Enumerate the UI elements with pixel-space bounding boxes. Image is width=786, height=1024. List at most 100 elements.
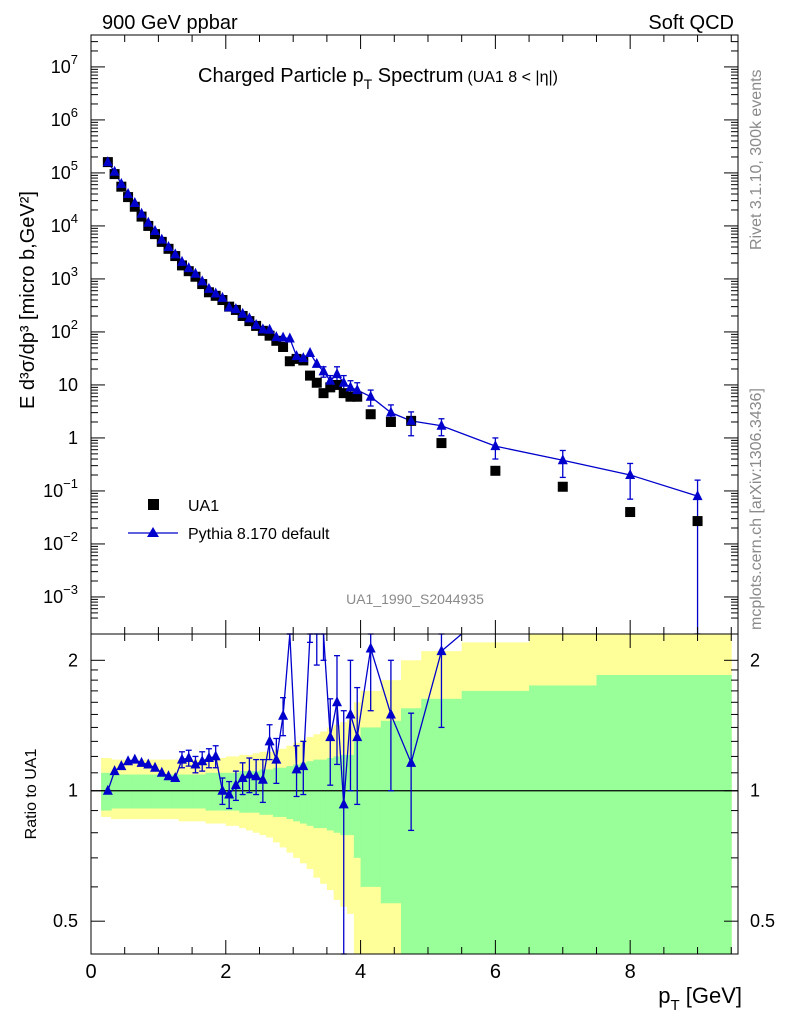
y-tick-mantissa: 10 <box>51 269 71 289</box>
pythia-point <box>257 323 268 334</box>
x-tick-label: 0 <box>85 961 96 983</box>
ratio-point <box>406 756 417 767</box>
pythia-point <box>170 248 181 259</box>
ua1-data-point <box>365 409 376 420</box>
ratio-marks <box>91 633 738 955</box>
band-inner <box>421 698 463 954</box>
band-inner <box>401 708 422 954</box>
ua1-data-point <box>436 438 447 449</box>
pythia-point <box>163 241 174 252</box>
y-tick-label: 105 <box>51 158 78 183</box>
x-tick-label: 8 <box>625 961 636 983</box>
y-tick-label: 107 <box>51 52 78 77</box>
main-marks <box>102 156 703 635</box>
pythia-point <box>116 177 127 188</box>
band-inner <box>212 772 220 811</box>
pythia-point <box>150 225 161 236</box>
ratio-point <box>251 770 262 781</box>
ratio-y-tick-label-right: 0.5 <box>750 911 775 931</box>
ratio-point <box>264 735 275 746</box>
pythia-point <box>197 275 208 286</box>
pythia-point <box>318 365 329 376</box>
band-inner <box>144 774 153 809</box>
main-y-axis-label: E d³σ/dp³ [micro b,GeV²] <box>17 191 39 409</box>
y-tick-label: 10−2 <box>43 529 78 554</box>
ratio-point <box>183 752 194 763</box>
ratio-point <box>143 758 154 769</box>
pythia-point <box>210 287 221 298</box>
pythia-point <box>224 301 235 312</box>
band-inner <box>158 774 166 809</box>
pythia-point <box>291 350 302 361</box>
ratio-point <box>436 645 447 656</box>
y-tick-mantissa: 10 <box>51 322 71 342</box>
band-inner <box>138 774 146 809</box>
ua1-data-point <box>338 388 349 399</box>
band-inner <box>178 774 186 809</box>
y-tick-label: 106 <box>51 105 78 130</box>
pythia-point <box>352 384 363 395</box>
ratio-point <box>338 798 349 809</box>
x-axis-label: pT [GeV] <box>658 983 742 1014</box>
ratio-point <box>197 755 208 766</box>
band-inner <box>286 766 294 820</box>
ratio-point <box>345 708 356 719</box>
ua1-data-point <box>490 465 501 476</box>
y-tick-mantissa: 10 <box>51 57 71 77</box>
band-inner <box>333 756 341 833</box>
ratio-point <box>278 709 289 720</box>
y-tick-label: 103 <box>51 264 78 289</box>
y-tick-exponent: 5 <box>71 158 78 173</box>
pythia-point <box>436 419 447 430</box>
ratio-point <box>237 772 248 783</box>
pythia-point <box>406 414 417 425</box>
pythia-point <box>284 332 295 343</box>
ua1-data-point <box>557 481 568 492</box>
x-tick-label: 2 <box>220 961 231 983</box>
pythia-point <box>136 207 147 218</box>
y-tick-label: 1 <box>68 428 78 448</box>
band-inner <box>360 727 382 887</box>
ratio-y-tick-label-left: 2 <box>68 650 78 670</box>
ratio-y-ticks: 0.5 0.5 1 1 2 2 <box>53 650 775 931</box>
y-tick-mantissa: 10 <box>58 375 78 395</box>
y-tick-label: 10−3 <box>43 582 78 607</box>
ratio-point <box>170 772 181 783</box>
header-left: 900 GeV ppbar <box>102 12 238 34</box>
pythia-point <box>102 156 113 167</box>
ratio-point <box>102 784 113 795</box>
band-inner <box>529 685 597 954</box>
band-inner <box>198 774 207 809</box>
y-tick-mantissa: 10 <box>51 110 71 130</box>
y-tick-mantissa: 10 <box>51 216 71 236</box>
y-tick-exponent: 4 <box>71 211 78 226</box>
ratio-point <box>365 642 376 653</box>
band-inner <box>347 754 355 836</box>
pythia-point <box>203 282 214 293</box>
band-inner <box>151 774 159 809</box>
ua1-data-point <box>311 377 322 388</box>
ratio-point <box>210 750 221 761</box>
legend-marker-ua1 <box>148 499 159 510</box>
pythia-point <box>311 357 322 368</box>
ratio-y-tick-label-right: 2 <box>750 650 760 670</box>
band-inner <box>165 774 173 809</box>
ratio-point <box>156 766 167 777</box>
pythia-point <box>230 303 241 314</box>
legend: UA1 Pythia 8.170 default <box>128 498 330 543</box>
band-inner <box>111 774 119 809</box>
band-inner <box>117 774 126 809</box>
ratio-point <box>271 753 282 764</box>
ratio-point <box>298 760 309 771</box>
x-tick-label: 4 <box>355 961 366 983</box>
y-tick-exponent: 3 <box>71 264 78 279</box>
y-tick-exponent: 2 <box>71 317 78 332</box>
pythia-point <box>325 374 336 385</box>
pythia-point <box>264 323 275 334</box>
ratio-point <box>116 760 127 771</box>
pythia-point <box>190 267 201 278</box>
band-inner <box>131 774 139 809</box>
